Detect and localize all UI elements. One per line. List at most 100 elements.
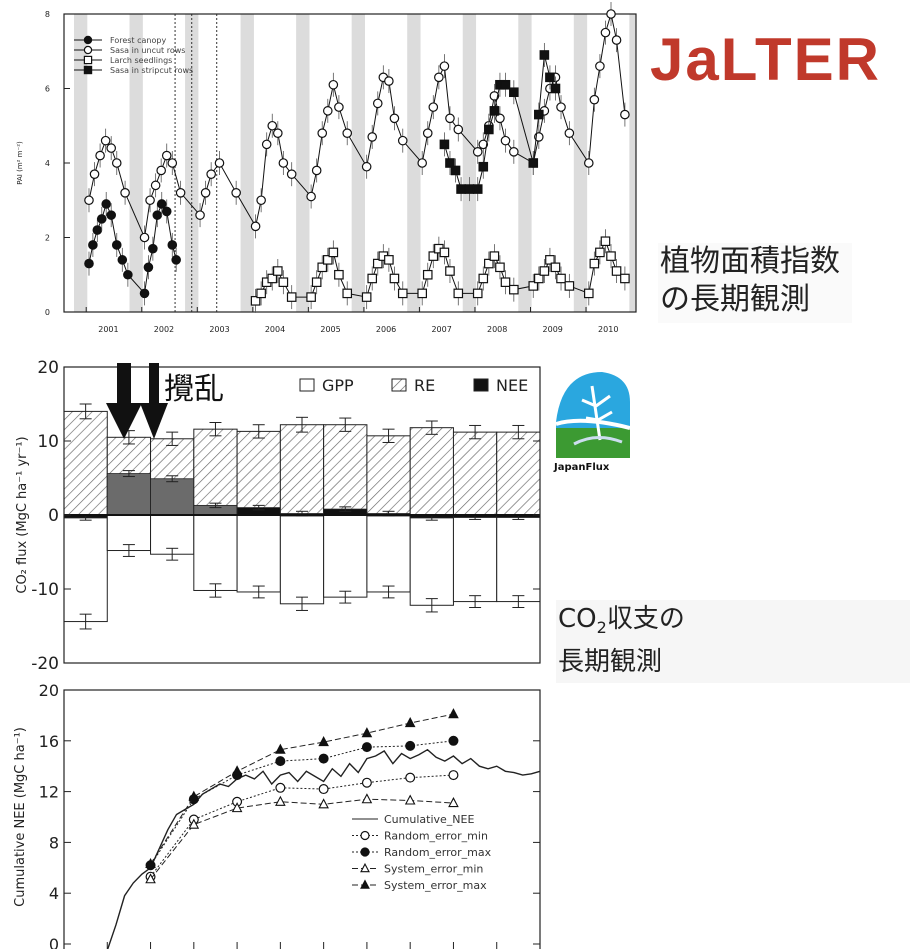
data-point — [286, 169, 297, 179]
data-point — [161, 206, 172, 217]
data-point — [367, 132, 378, 142]
data-point — [448, 797, 459, 808]
data-point — [317, 128, 328, 138]
data-point — [384, 255, 394, 265]
data-point — [367, 273, 378, 284]
data-point — [500, 79, 511, 90]
data-point — [428, 251, 439, 261]
co2-flux-chart: -20 -10 0 10 20 CO₂ flux (MgC ha⁻¹ yr⁻¹) 攪乱 GPP… — [15, 358, 541, 674]
data-point — [422, 128, 433, 138]
data-point — [453, 288, 464, 299]
data-point — [148, 243, 158, 254]
data-point — [92, 225, 103, 235]
pai-chart: 0 2 4 6 8 2001 2002 2003 2004 2005 2006 2007 2008 200… — [16, 2, 637, 334]
data-point — [478, 273, 489, 284]
data-point — [231, 188, 241, 198]
co2-caption-sub: 2 — [596, 618, 607, 638]
data-point — [267, 120, 278, 131]
data-point — [495, 113, 505, 124]
data-point — [84, 195, 94, 206]
data-point — [139, 288, 150, 299]
disturbance-arrow-head — [106, 403, 142, 439]
x-tick-label: 2006 — [376, 325, 396, 334]
data-point — [564, 128, 575, 138]
data-point — [101, 199, 112, 209]
winter-band — [518, 14, 532, 312]
data-point — [484, 258, 494, 269]
y-tick-label: 0 — [45, 308, 50, 317]
re-bar — [452, 431, 498, 516]
data-point — [389, 113, 400, 124]
y-tick-label: -10 — [31, 580, 59, 600]
plot-frame — [63, 689, 541, 949]
data-point — [84, 258, 94, 269]
data-point — [600, 27, 611, 38]
data-point — [322, 106, 333, 116]
co2-caption-prefix: CO — [558, 604, 597, 634]
legend-marker — [360, 847, 370, 857]
data-point — [143, 262, 154, 273]
series-line — [106, 748, 541, 949]
legend-label: Random_error_min — [384, 830, 488, 843]
data-point — [564, 281, 575, 291]
x-tick-label: 2004 — [265, 325, 285, 334]
co2-caption-suffix: 収支の — [606, 604, 685, 634]
x-tick-label: 2008 — [487, 325, 507, 334]
y-tick-label: 4 — [49, 884, 59, 903]
data-point — [448, 708, 459, 719]
data-point — [117, 255, 128, 265]
series-line — [150, 798, 454, 880]
y-tick-label: -20 — [31, 654, 59, 674]
data-point — [595, 247, 605, 258]
data-point — [306, 191, 316, 202]
legend-marker — [360, 879, 370, 889]
winter-band — [573, 14, 588, 312]
data-point — [472, 147, 483, 157]
data-point — [275, 782, 286, 793]
gpp-bar — [409, 514, 454, 606]
data-point — [231, 802, 243, 813]
legend-marker — [83, 35, 93, 45]
data-point — [528, 158, 539, 168]
data-point — [534, 109, 544, 120]
data-point — [397, 288, 408, 299]
data-point — [361, 161, 372, 172]
data-point — [583, 158, 594, 168]
data-point — [404, 716, 416, 728]
data-point — [334, 269, 344, 280]
data-point — [188, 790, 200, 801]
winter-band — [407, 14, 421, 312]
data-point — [328, 79, 339, 90]
y-tick-label: 20 — [39, 681, 59, 700]
co2-caption: CO2収支の 長期観測 — [556, 600, 910, 684]
legend-marker — [83, 45, 93, 55]
data-point — [405, 772, 416, 783]
y-tick-label: 20 — [37, 358, 59, 378]
data-point — [556, 273, 566, 284]
data-point — [417, 158, 427, 168]
gpp-bar — [106, 514, 152, 552]
data-point — [328, 247, 339, 258]
data-point — [484, 124, 494, 135]
legend-swatch — [299, 378, 315, 392]
data-point — [342, 288, 353, 299]
legend-swatch — [473, 378, 489, 392]
re-bar — [279, 424, 325, 516]
data-point — [145, 873, 156, 884]
data-point — [317, 262, 328, 273]
data-point — [445, 158, 455, 168]
legend-swatch — [391, 378, 407, 392]
data-point — [306, 292, 316, 302]
data-point — [139, 232, 150, 243]
winter-band — [462, 14, 477, 312]
data-point — [448, 770, 459, 781]
data-point — [545, 72, 555, 83]
data-point — [404, 794, 416, 805]
y-tick-label: 10 — [37, 432, 59, 452]
data-point — [534, 273, 544, 284]
re-bar — [323, 424, 368, 516]
data-point — [550, 83, 561, 94]
data-point — [214, 158, 225, 168]
gpp-bar — [323, 514, 368, 598]
data-point — [231, 765, 243, 776]
